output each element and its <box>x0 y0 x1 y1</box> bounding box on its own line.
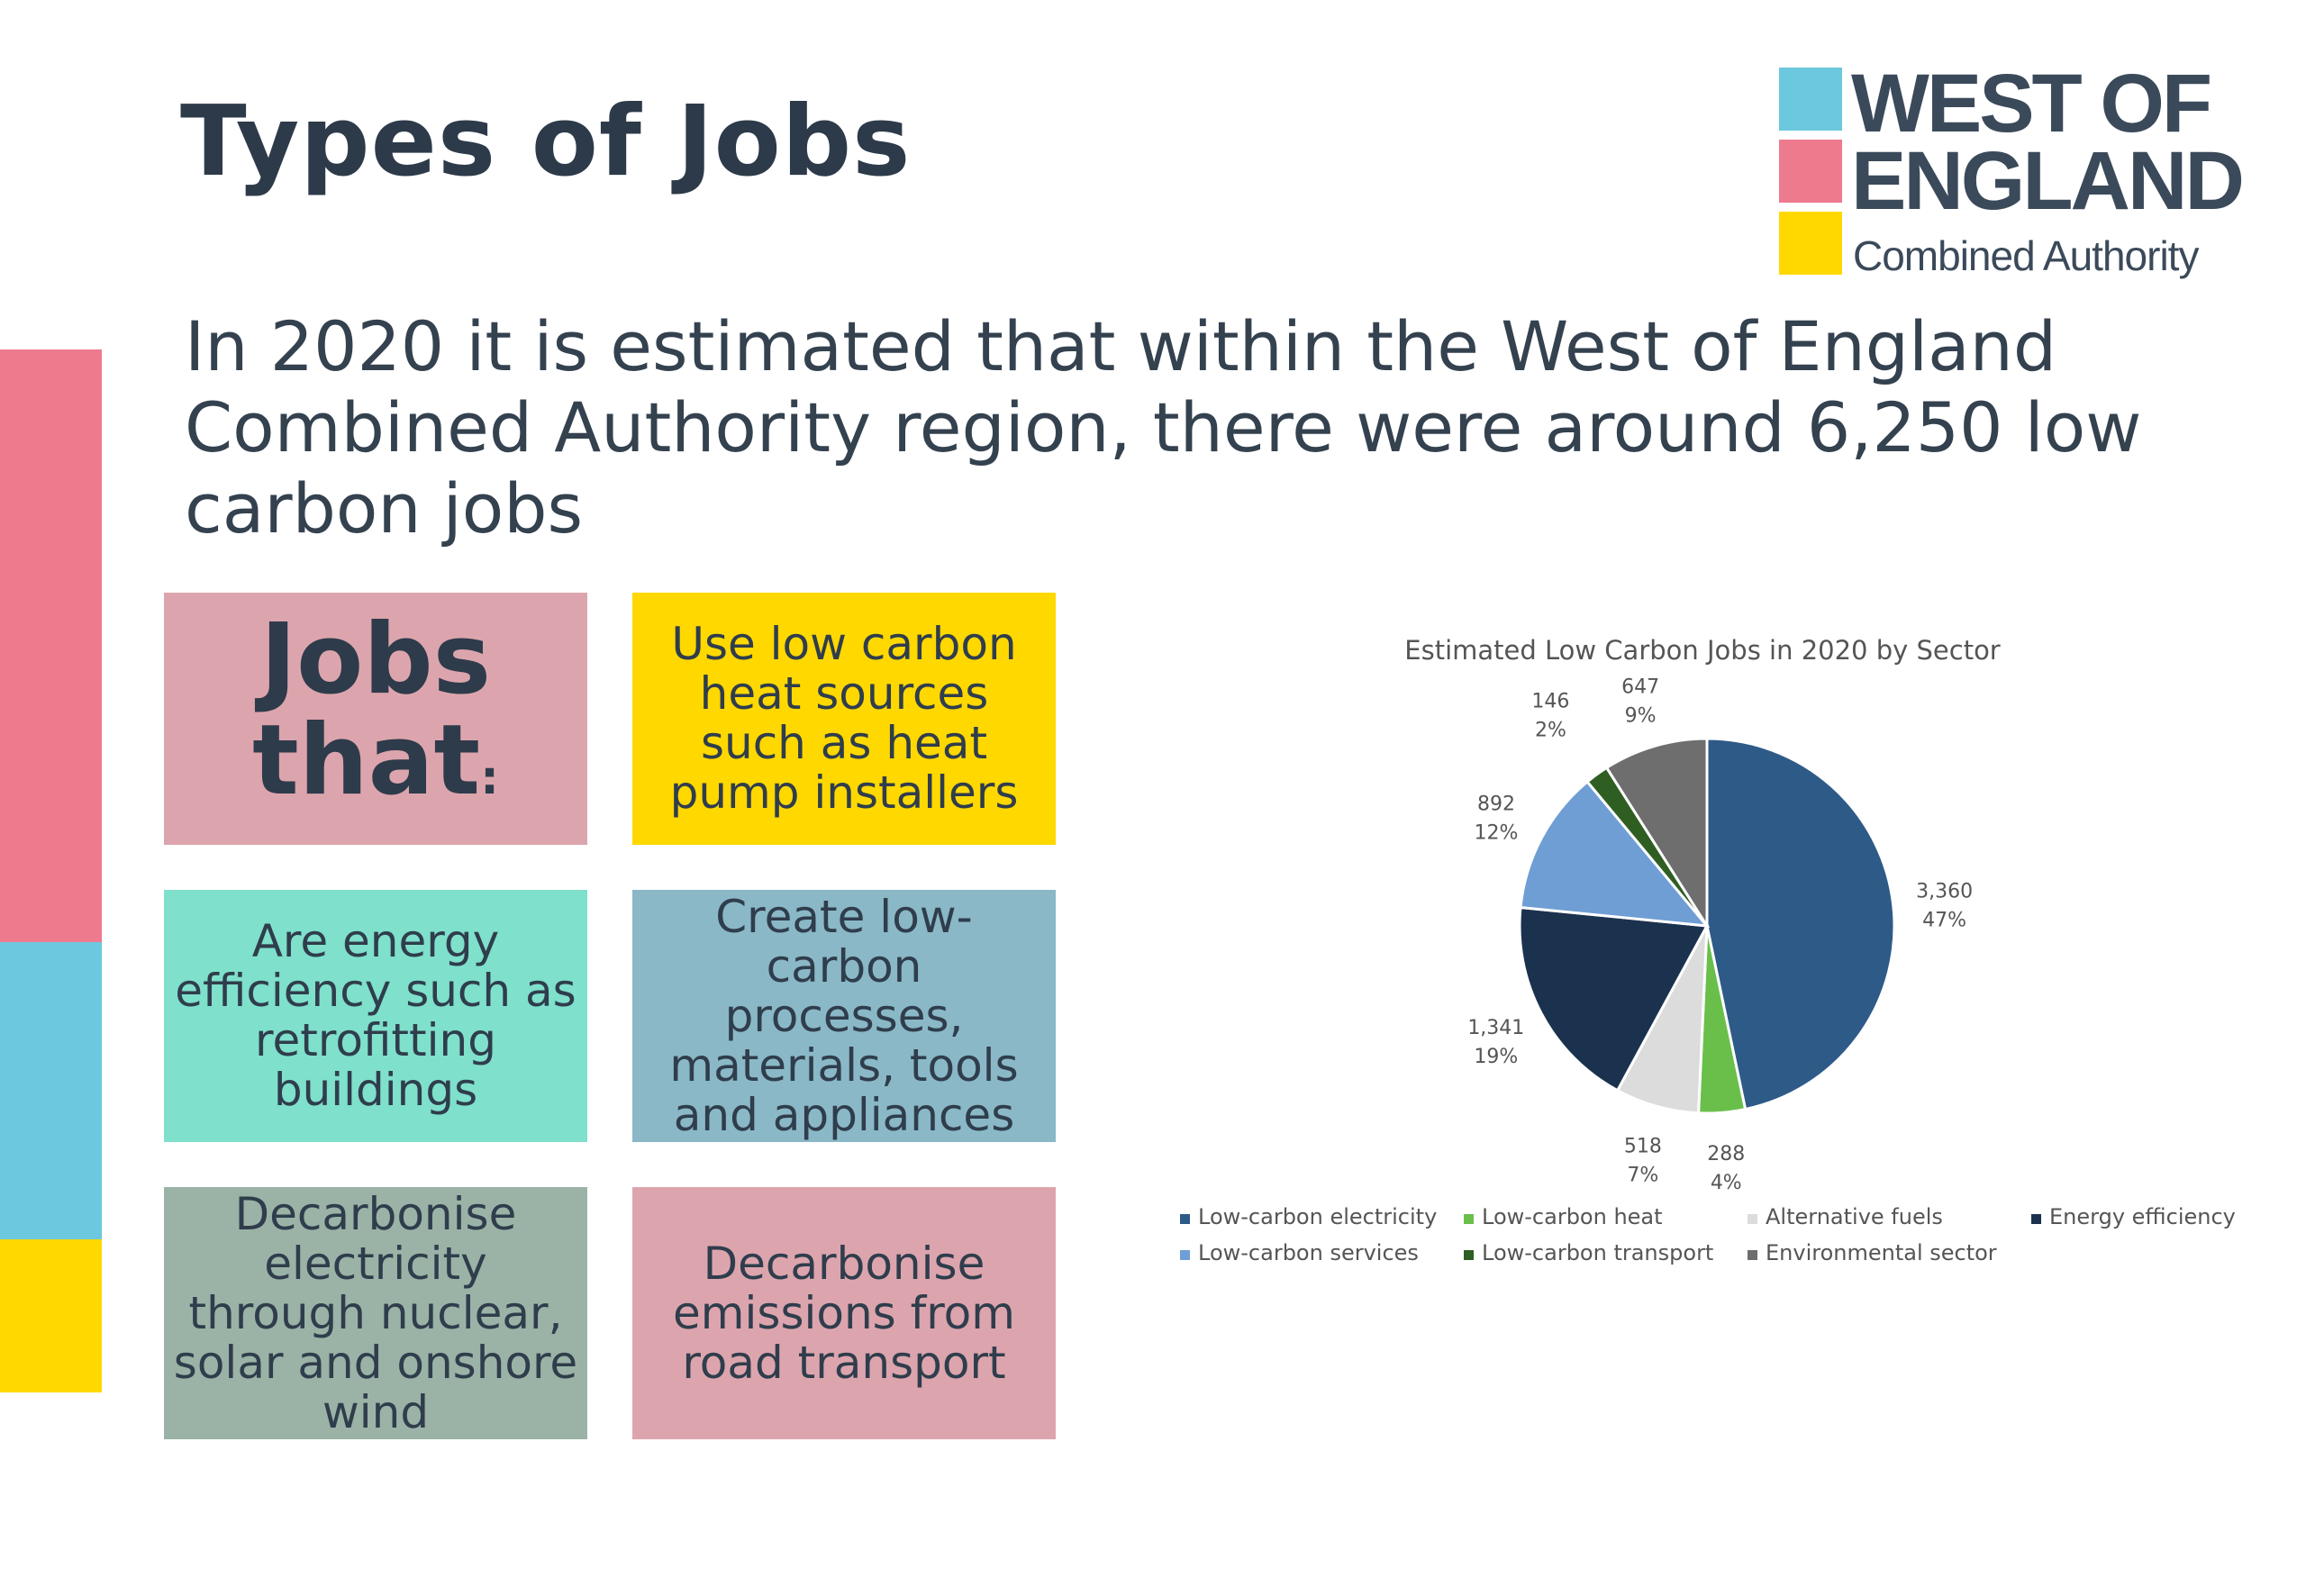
logo-text-line3: Combined Authority <box>1853 232 2199 279</box>
legend-item: Low-carbon heat <box>1464 1204 1663 1229</box>
logo-square-yellow <box>1779 212 1842 275</box>
legend-item: Low-carbon services <box>1180 1240 1419 1265</box>
legend-swatch <box>1464 1250 1474 1260</box>
heading-card-colon: : <box>480 750 499 805</box>
data-label-value: 1,341 <box>1467 1017 1524 1039</box>
data-label-value: 3,360 <box>1916 881 1973 903</box>
pie-chart-svg: Estimated Low Carbon Jobs in 2020 by Sec… <box>1180 635 2236 1265</box>
data-label-percent: 47% <box>1922 910 1966 932</box>
legend-label: Low-carbon services <box>1198 1240 1419 1265</box>
chart-title: Estimated Low Carbon Jobs in 2020 by Sec… <box>1404 635 2001 666</box>
job-card-heat-sources: Use low carbon heat sources such as heat… <box>632 593 1056 845</box>
legend-label: Environmental sector <box>1766 1240 1997 1265</box>
heading-card-line1: Jobs <box>260 603 491 716</box>
logo-text-line1: WEST OF <box>1851 58 2212 150</box>
pie-slices <box>1518 737 1896 1115</box>
logo-square-pink <box>1779 140 1842 203</box>
legend-item: Energy efficiency <box>2031 1204 2236 1229</box>
logo-text-line2: ENGLAND <box>1851 135 2245 227</box>
legend-swatch <box>1180 1250 1190 1260</box>
legend-swatch <box>2031 1214 2041 1224</box>
legend-label: Low-carbon electricity <box>1198 1204 1437 1229</box>
jobs-that-heading-card: Jobs that: <box>164 593 587 845</box>
data-label-value: 146 <box>1531 690 1569 712</box>
pie-slice <box>1518 905 1710 1093</box>
page-title: Types of Jobs <box>180 86 912 198</box>
west-of-england-logo: WEST OF ENGLAND Combined Authority <box>1779 62 2283 284</box>
legend-label: Energy efficiency <box>2049 1204 2236 1229</box>
decorative-stripe-blue <box>0 942 102 1239</box>
legend-swatch <box>1748 1214 1757 1224</box>
decorative-stripe-yellow <box>0 1239 102 1392</box>
job-card-decarbonise-electricity: Decarbonise electricity through nuclear,… <box>164 1187 587 1439</box>
intro-paragraph: In 2020 it is estimated that within the … <box>185 306 2142 549</box>
job-card-energy-efficiency: Are energy efficiency such as retrofitti… <box>164 890 587 1142</box>
pie-chart: Estimated Low Carbon Jobs in 2020 by Sec… <box>1153 621 2252 1279</box>
data-label-percent: 4% <box>1711 1172 1742 1194</box>
legend-swatch <box>1464 1214 1474 1224</box>
legend-swatch <box>1748 1250 1757 1260</box>
data-label-percent: 12% <box>1475 822 1519 845</box>
legend-item: Alternative fuels <box>1748 1204 1943 1229</box>
legend-item: Environmental sector <box>1748 1240 1997 1265</box>
pie-slice <box>1705 737 1896 1111</box>
data-label-percent: 9% <box>1625 705 1657 728</box>
chart-legend: Low-carbon electricity Low-carbon heat Alt… <box>1180 1204 2236 1265</box>
heading-card-line2: that: <box>252 710 499 829</box>
job-card-low-carbon-processes: Create low-carbon processes, materials, … <box>632 890 1056 1142</box>
data-label-value: 518 <box>1624 1135 1662 1157</box>
legend-label: Alternative fuels <box>1766 1204 1943 1229</box>
data-label-percent: 2% <box>1535 719 1566 741</box>
legend-label: Low-carbon heat <box>1482 1204 1663 1229</box>
data-label-percent: 19% <box>1474 1046 1518 1068</box>
logo-square-blue <box>1779 68 1842 131</box>
data-label-value: 288 <box>1707 1143 1745 1165</box>
data-label-value: 892 <box>1477 793 1515 816</box>
legend-item: Low-carbon transport <box>1464 1240 1713 1265</box>
data-label-percent: 7% <box>1627 1164 1658 1186</box>
decorative-stripe-pink <box>0 349 102 942</box>
data-label-value: 647 <box>1621 676 1659 699</box>
pie-slice <box>1519 779 1711 928</box>
pie-data-labels: 3,360 47% 288 4% 518 7% 1,341 19% 892 12% 146 2% 647… <box>1467 676 1973 1195</box>
legend-item: Low-carbon electricity <box>1180 1204 1437 1229</box>
legend-swatch <box>1180 1214 1190 1224</box>
heading-card-line2-text: that <box>252 703 481 817</box>
pie-slice <box>1604 737 1709 931</box>
legend-label: Low-carbon transport <box>1482 1240 1713 1265</box>
job-card-road-transport: Decarbonise emissions from road transpor… <box>632 1187 1056 1439</box>
